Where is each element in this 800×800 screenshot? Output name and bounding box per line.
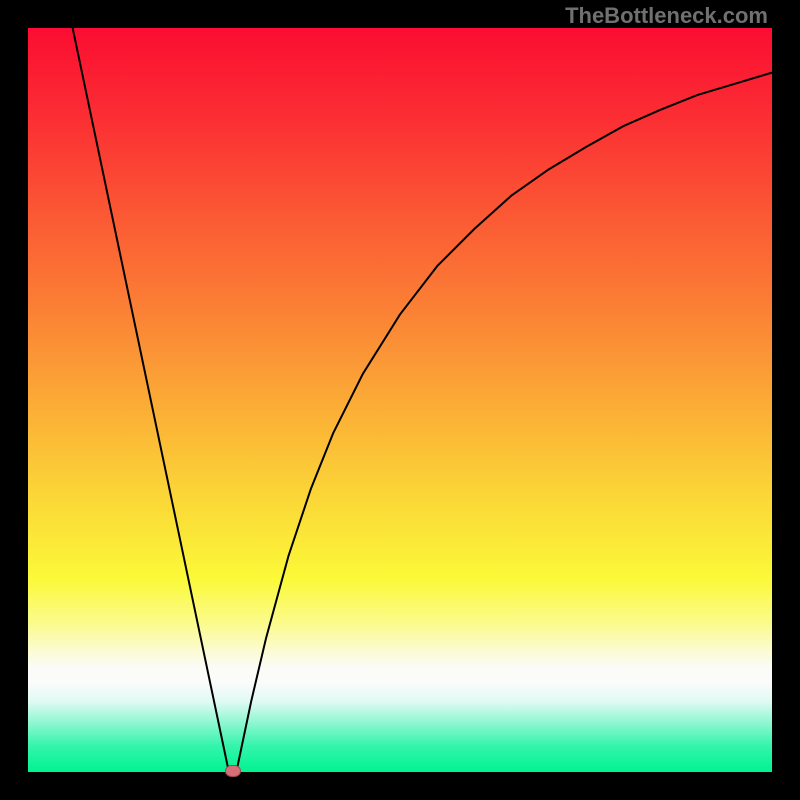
watermark-text: TheBottleneck.com [565,3,768,29]
min-marker [225,765,241,777]
chart-container: { "chart": { "type": "line", "canvas": {… [0,0,800,800]
plot-area [28,28,772,772]
